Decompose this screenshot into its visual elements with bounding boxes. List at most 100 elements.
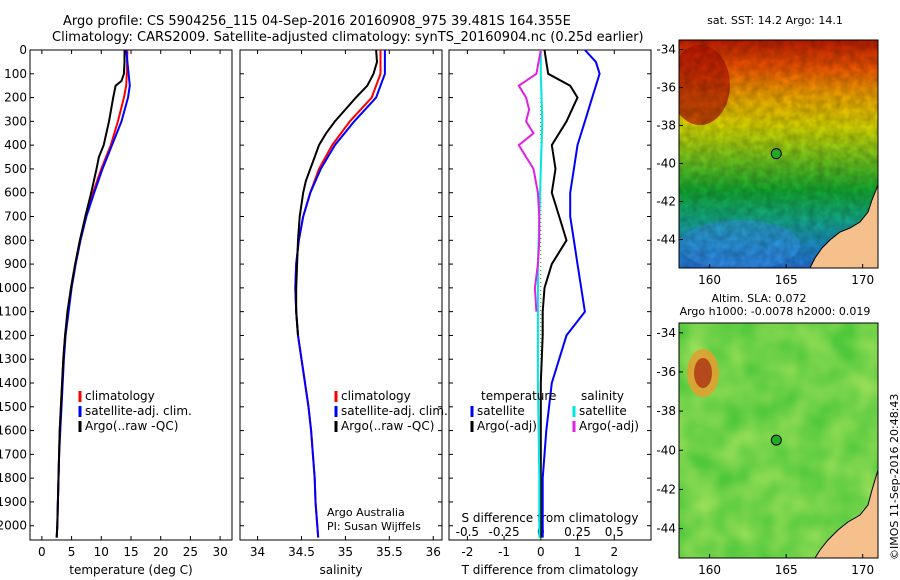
x-tick-label: 30: [212, 545, 227, 559]
map-y-tick-label: -42: [656, 195, 676, 209]
map-x-tick-label: 165: [775, 563, 798, 577]
x-top-axis-label: S difference from climatology: [462, 511, 639, 525]
map-y-tick-label: -44: [656, 522, 676, 536]
x-tick-label: 36: [426, 545, 441, 559]
y-tick-label: 1200: [0, 328, 27, 342]
legend-label: climatology: [85, 389, 155, 403]
x-tick-label: 34: [250, 545, 265, 559]
x-top-tick-label: -0.5: [456, 525, 479, 539]
map-y-tick-label: -36: [656, 81, 676, 95]
sla-map-axes: 160 165 170 -34 -36 -38 -40 -42 -44 Altim. SLA: 0…: [656, 292, 874, 577]
x-tick-label: 35.5: [376, 545, 403, 559]
map-title: sat. SST: 14.2 Argo: 14.1: [707, 14, 843, 27]
series-line-satellite-adj-clim-: [294, 50, 386, 538]
series-line-climatology: [294, 50, 382, 538]
legend-label: satellite-adj. clim.: [85, 404, 192, 418]
map-title: Altim. SLA: 0.072: [711, 292, 806, 305]
sla-land: [814, 469, 878, 558]
x-tick-label: 0: [38, 545, 46, 559]
y-tick-label: 1400: [0, 376, 27, 390]
y-tick-label: 300: [4, 114, 27, 128]
map-x-tick-label: 160: [698, 273, 721, 287]
y-tick-label: 1500: [0, 400, 27, 414]
legend-title-salinity: salinity: [581, 389, 624, 403]
x-top-tick-label: 0.5: [605, 525, 624, 539]
map-x-tick-label: 170: [851, 563, 874, 577]
x-top-tick-label: 0.25: [564, 525, 591, 539]
header-line-1: Argo profile: CS 5904256_115 04-Sep-2016…: [63, 14, 571, 29]
map-y-tick-label: -34: [656, 326, 676, 340]
x-tick-label: 10: [94, 545, 109, 559]
map-x-tick-label: 160: [698, 563, 721, 577]
y-tick-label: 1100: [0, 305, 27, 319]
series-line-temperature-satellite: [541, 49, 601, 538]
y-tick-label: 1300: [0, 352, 27, 366]
y-tick-label: 1000: [0, 281, 27, 295]
sst-map-axes: 160 165 170 -34 -36 -38 -40 -42 -44 sat. SST: 14.…: [656, 14, 874, 287]
legend-label: climatology: [341, 389, 411, 403]
map-y-tick-label: -38: [656, 119, 676, 133]
y-tick-label: 500: [4, 162, 27, 176]
map-y-tick-label: -40: [656, 157, 676, 171]
temperature-profile-frame: [29, 49, 233, 541]
x-tick-label: 0: [537, 545, 545, 559]
map-x-tick-label: 165: [775, 273, 798, 287]
x-tick-label: 20: [153, 545, 168, 559]
x-tick-label: 25: [183, 545, 198, 559]
map-y-tick-label: -34: [656, 43, 676, 57]
y-tick-label: 400: [4, 138, 27, 152]
imos-watermark: ©IMOS 11-Sep-2016 20:48:43: [888, 393, 900, 560]
series-line-temperature-argo-adj-: [539, 49, 579, 538]
y-tick-label: 1800: [0, 471, 27, 485]
legend-label: Argo(-adj): [477, 419, 537, 433]
sla-map-frame: [678, 322, 879, 559]
x-tick-label: -1: [498, 545, 510, 559]
difference-profile-frame: [448, 49, 652, 541]
credit-pi: PI: Susan Wijffels: [327, 520, 421, 533]
header-line-2: Climatology: CARS2009. Satellite-adjuste…: [52, 30, 644, 45]
x-tick-label: -2: [461, 545, 473, 559]
legend-label: Argo(..raw -QC): [85, 419, 178, 433]
x-tick-label: 1: [574, 545, 582, 559]
x-tick-label: 34.5: [288, 545, 315, 559]
legend-label: Argo(..raw -QC): [341, 419, 434, 433]
x-axis-label: T difference from climatology: [461, 563, 639, 577]
map-y-tick-label: -36: [656, 365, 676, 379]
y-tick-label: 1700: [0, 447, 27, 461]
y-tick-label: 200: [4, 91, 27, 105]
legend-label: Argo(-adj): [579, 419, 639, 433]
map-y-tick-label: -42: [656, 482, 676, 496]
series-line-satellite-adj-clim-: [55, 49, 131, 538]
y-tick-label: 600: [4, 186, 27, 200]
map-y-tick-label: -38: [656, 404, 676, 418]
series-line-salinity-argo-adj-: [517, 49, 542, 312]
difference-profile: -2 -1 0 1 2 T difference from climatology -0.5…: [448, 49, 652, 577]
x-top-tick-label: -0.25: [489, 525, 520, 539]
y-tick-label: 700: [4, 210, 27, 224]
argo-location-marker: [770, 148, 782, 160]
y-tick-label: 1900: [0, 495, 27, 509]
legend-title-temperature: temperature: [481, 389, 556, 403]
y-tick-label: 900: [4, 257, 27, 271]
salinity-profile: 34 34.5 35 35.5 36 salinity climatologysatelli…: [239, 49, 448, 577]
y-tick-label: 800: [4, 233, 27, 247]
legend-label: satellite-adj. clim.: [341, 404, 448, 418]
salinity-profile-frame: [239, 49, 443, 541]
y-tick-label: 0: [19, 43, 27, 57]
x-tick-label: 15: [123, 545, 138, 559]
argo-location-marker: [770, 434, 782, 446]
y-tick-label: 2000: [0, 519, 27, 533]
series-line-argo-raw-qc-: [55, 50, 126, 538]
temperature-profile: 0 5 10 15 20 25 30 temperature (deg C) 0 100 200 30…: [0, 43, 233, 577]
x-tick-label: 35: [338, 545, 353, 559]
x-tick-label: 2: [610, 545, 618, 559]
sla-high-core: [694, 358, 712, 388]
map-y-tick-label: -40: [656, 443, 676, 457]
x-axis-label: temperature (deg C): [69, 563, 192, 577]
x-axis-label: salinity: [319, 563, 362, 577]
x-tick-label: 5: [68, 545, 76, 559]
sst-land: [809, 184, 878, 268]
sst-map-frame: [678, 39, 879, 269]
y-tick-label: 1600: [0, 424, 27, 438]
